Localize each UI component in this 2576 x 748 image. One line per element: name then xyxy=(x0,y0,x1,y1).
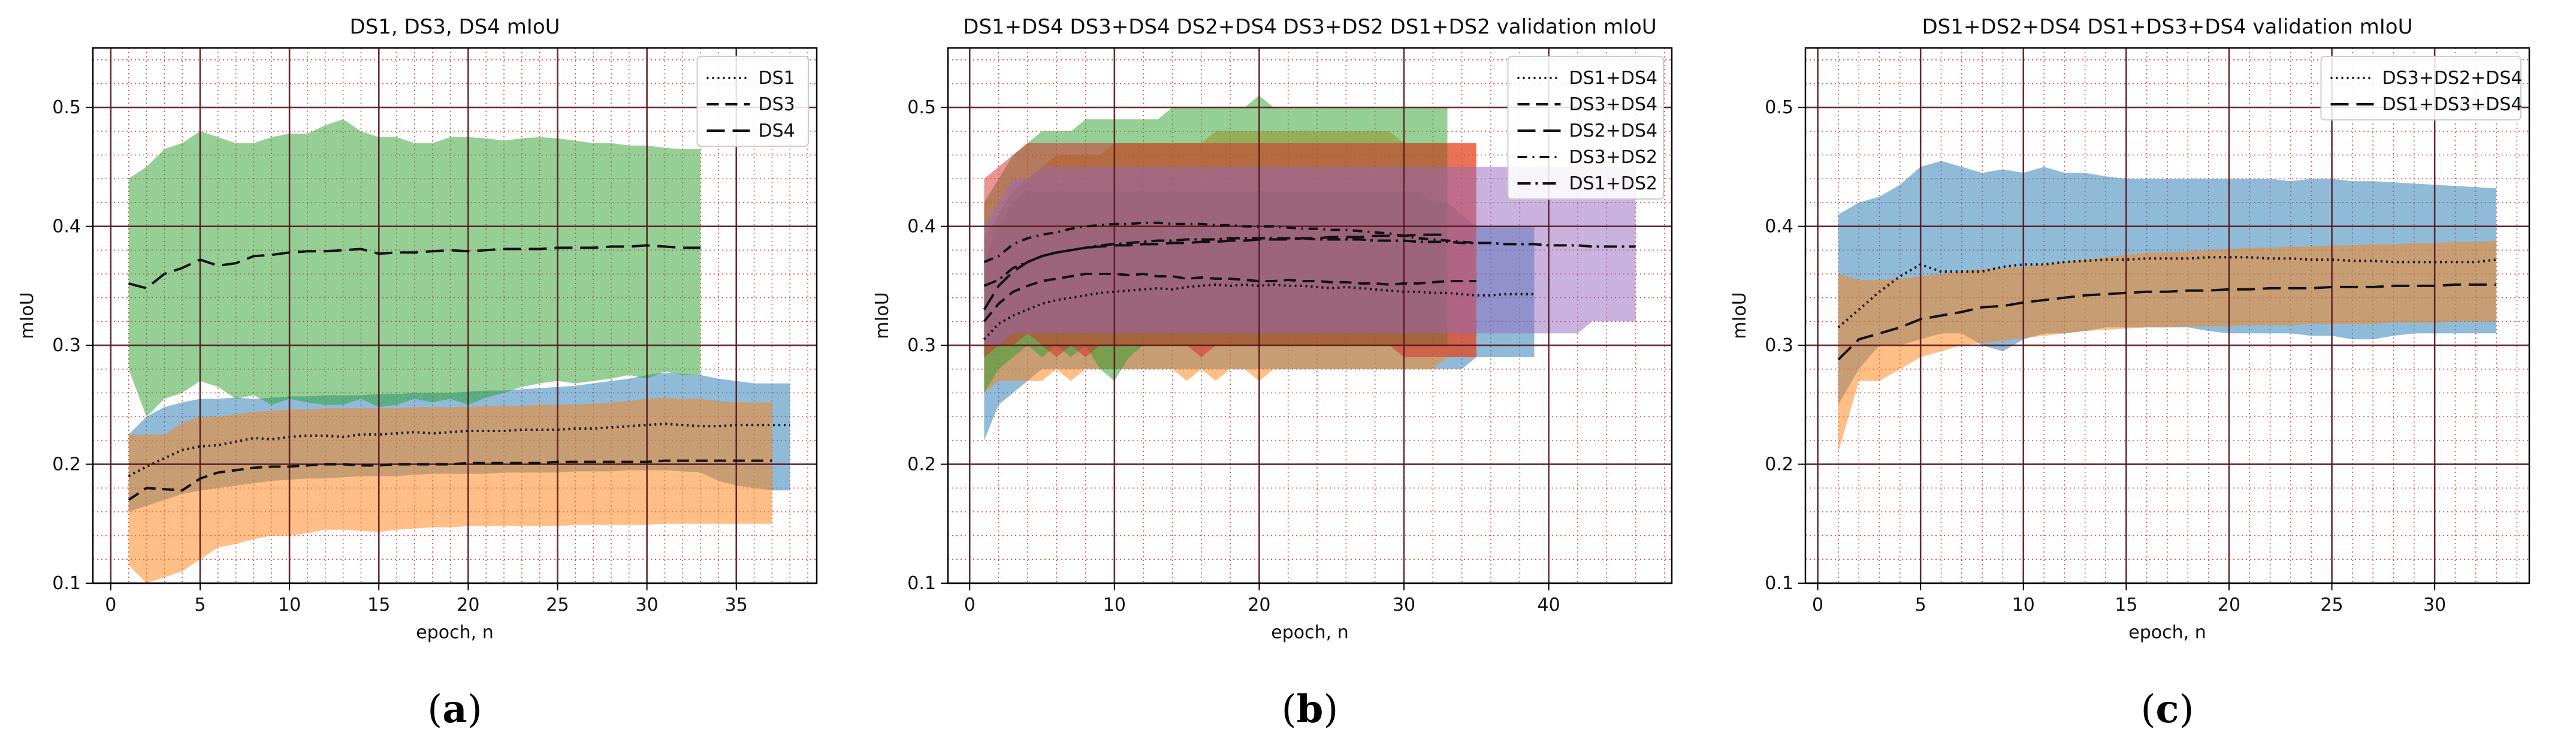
plot-frame xyxy=(1804,47,2530,584)
legend-label: DS1 xyxy=(759,68,795,89)
y-tick-label: 0.1 xyxy=(907,573,936,594)
x-tick-label: 5 xyxy=(194,595,206,616)
panel-caption: (a) xyxy=(427,687,482,732)
series-lines xyxy=(128,244,790,501)
y-tick-label: 0.2 xyxy=(1765,454,1793,475)
panel-caption: (b) xyxy=(1282,687,1339,732)
axis-ticks: 0 5 10 15 20 25 30 0.1 0.2 0.3 0.4 0.5 xyxy=(1765,97,2446,616)
caption-paren-open: ( xyxy=(427,687,442,732)
legend-label: DS3 xyxy=(759,94,795,115)
x-tick-label: 30 xyxy=(1393,595,1415,616)
y-tick-label: 0.1 xyxy=(52,573,81,594)
chart-panel-a: 0 5 10 15 20 25 30 35 0.1 0.2 0.3 0.4 0.5 DS1, DS3, D… xyxy=(17,15,818,732)
panel-caption: (c) xyxy=(2141,687,2194,732)
band-ds1-ds2 xyxy=(984,167,1636,346)
chart-title: DS1, DS3, DS4 mIoU xyxy=(349,15,560,39)
chart-title: DS1+DS4 DS3+DS4 DS2+DS4 DS3+DS2 DS1+DS2 … xyxy=(963,15,1656,39)
y-tick-label: 0.4 xyxy=(907,216,936,237)
y-axis-label: mIoU xyxy=(17,292,38,339)
y-tick-label: 0.3 xyxy=(907,335,936,356)
legend-label: DS3+DS2 xyxy=(1569,147,1658,168)
x-tick-label: 10 xyxy=(278,595,301,616)
caption-letter: b xyxy=(1297,687,1324,732)
x-axis-label: epoch, n xyxy=(416,622,493,643)
legend: DS3+DS2+DS4 DS1+DS3+DS4 xyxy=(2320,56,2523,120)
x-tick-label: 20 xyxy=(457,595,479,616)
plot-frame xyxy=(947,47,1673,584)
caption-paren-close: ) xyxy=(467,687,482,732)
x-tick-label: 20 xyxy=(2218,595,2240,616)
series-line-ds3-ds4 xyxy=(983,272,1476,322)
y-tick-label: 0.2 xyxy=(52,454,81,475)
series-line-ds1-ds3-ds4 xyxy=(1837,283,2497,361)
x-tick-label: 15 xyxy=(367,595,390,616)
series-line-ds4 xyxy=(128,244,701,290)
chart-title: DS1+DS2+DS4 DS1+DS3+DS4 validation mIoU xyxy=(1922,15,2413,39)
y-tick-label: 0.2 xyxy=(907,454,936,475)
x-axis-label: epoch, n xyxy=(2128,622,2206,643)
series-lines xyxy=(1837,256,2497,361)
series-lines xyxy=(983,221,1636,340)
series-line-ds1-ds4 xyxy=(983,283,1535,340)
caption-paren-close: ) xyxy=(2179,687,2194,732)
y-tick-label: 0.5 xyxy=(907,97,936,118)
x-tick-label: 10 xyxy=(2012,595,2035,616)
y-tick-label: 0.4 xyxy=(52,216,81,237)
y-tick-label: 0.3 xyxy=(1765,335,1793,356)
legend-label: DS1+DS2 xyxy=(1569,173,1658,194)
legend-label: DS4 xyxy=(759,120,795,141)
x-tick-label: 35 xyxy=(725,595,748,616)
y-axis-label: mIoU xyxy=(1729,292,1750,339)
x-tick-label: 0 xyxy=(1812,595,1823,616)
y-tick-label: 0.5 xyxy=(1765,97,1793,118)
y-tick-label: 0.5 xyxy=(52,97,81,118)
caption-paren-open: ( xyxy=(2141,687,2156,732)
axis-ticks: 0 10 20 30 40 0.1 0.2 0.3 0.4 0.5 xyxy=(907,97,1560,616)
legend-box xyxy=(1507,56,1664,200)
x-axis-label: epoch, n xyxy=(1271,622,1348,643)
legend-label: DS3+DS2+DS4 xyxy=(2382,68,2523,89)
x-tick-label: 40 xyxy=(1538,595,1560,616)
legend: DS1 DS3 DS4 xyxy=(696,56,809,147)
y-tick-label: 0.3 xyxy=(52,335,81,356)
x-tick-label: 25 xyxy=(2320,595,2343,616)
legend: DS1+DS4 DS3+DS4 DS2+DS4 DS3+DS2 DS1+DS2 xyxy=(1507,56,1664,200)
series-line-ds1-ds2 xyxy=(983,237,1636,287)
x-tick-label: 15 xyxy=(2115,595,2137,616)
series-line-ds3-ds2-ds4 xyxy=(1837,256,2497,328)
band-ds4 xyxy=(128,119,701,417)
x-tick-label: 30 xyxy=(2423,595,2446,616)
axis-ticks: 0 5 10 15 20 25 30 35 0.1 0.2 0.3 0.4 0.5 xyxy=(52,97,748,616)
caption-letter: c xyxy=(2156,687,2179,732)
y-axis-label: mIoU xyxy=(872,292,893,339)
x-tick-label: 10 xyxy=(1103,595,1126,616)
legend-box xyxy=(696,56,809,147)
bands xyxy=(128,119,790,583)
y-tick-label: 0.1 xyxy=(1765,573,1793,594)
chart-panel-b: 0 10 20 30 40 0.1 0.2 0.3 0.4 0.5 DS1+DS4 DS3+DS4 … xyxy=(872,15,1673,732)
x-tick-label: 0 xyxy=(105,595,116,616)
x-tick-label: 20 xyxy=(1248,595,1270,616)
x-tick-label: 25 xyxy=(546,595,569,616)
y-tick-label: 0.4 xyxy=(1765,216,1793,237)
caption-paren-open: ( xyxy=(1282,687,1297,732)
legend-label: DS3+DS4 xyxy=(1569,94,1658,115)
series-line-ds3-ds2 xyxy=(983,221,1476,264)
series-line-ds3 xyxy=(128,459,772,501)
legend-label: DS1+DS3+DS4 xyxy=(2382,94,2523,115)
x-tick-label: 30 xyxy=(636,595,659,616)
bands xyxy=(984,95,1636,441)
x-tick-label: 5 xyxy=(1915,595,1926,616)
legend-label: DS1+DS4 xyxy=(1569,68,1658,89)
x-tick-label: 0 xyxy=(964,595,976,616)
caption-paren-close: ) xyxy=(1323,687,1338,732)
plot-frame xyxy=(92,47,818,584)
chart-panel-c: 0 5 10 15 20 25 30 0.1 0.2 0.3 0.4 0.5 DS1+DS2+DS4 D… xyxy=(1729,15,2530,732)
caption-letter: a xyxy=(442,687,467,732)
legend-label: DS2+DS4 xyxy=(1569,120,1658,141)
